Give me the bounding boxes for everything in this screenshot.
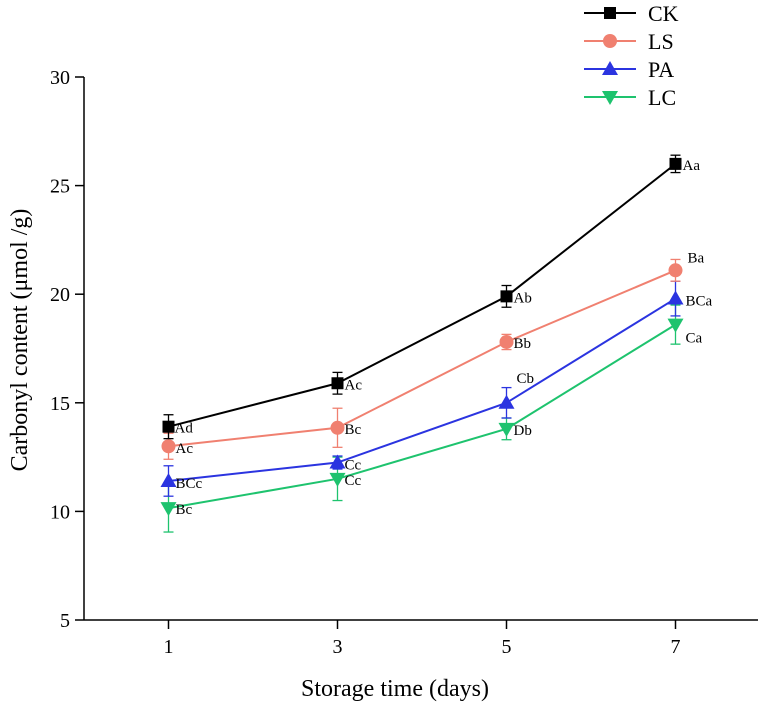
y-tick-label: 20 [50, 284, 70, 306]
data-point-LC [498, 422, 515, 437]
data-label: Cb [517, 371, 535, 387]
legend: CK LS PA LC [584, 1, 679, 110]
series-line-PA [168, 297, 677, 482]
y-tick-label: 5 [60, 610, 70, 632]
x-ticks: 1 3 5 7 [164, 620, 681, 658]
data-point-LC [329, 472, 346, 487]
plot-area: Bc Cc Db Ca BCc Cc Cb BCa Ac Bc Bb Ba Ad Ac Ab Aa [160, 154, 713, 533]
legend-item-CK: CK [584, 1, 679, 26]
data-point-CK [669, 157, 682, 170]
legend-marker [604, 7, 616, 19]
data-label: Ca [686, 331, 703, 347]
data-point-LS [668, 263, 683, 278]
series-line-LS [168, 269, 676, 448]
x-tick-label: 3 [333, 636, 343, 658]
data-label: BCa [686, 294, 713, 310]
y-tick-label: 30 [50, 67, 70, 89]
data-point-LC [160, 502, 177, 517]
x-axis-title: Storage time (days) [301, 676, 489, 702]
legend-marker [603, 34, 617, 48]
data-label: Ad [175, 421, 194, 437]
legend-label: LS [648, 29, 674, 54]
y-tick-label: 25 [50, 176, 70, 198]
axes [83, 77, 758, 621]
x-tick-label: 7 [671, 636, 681, 658]
data-point-LS [499, 334, 514, 349]
data-point-CK [331, 377, 344, 390]
data-label: Ba [688, 250, 705, 266]
legend-item-LS: LS [584, 29, 674, 54]
data-label: Db [514, 423, 532, 439]
data-label: BCc [176, 476, 203, 492]
data-label: Ac [176, 441, 194, 457]
x-tick-label: 1 [164, 636, 174, 658]
data-point-LC [667, 318, 684, 333]
data-label: Bc [176, 502, 193, 518]
y-tick-label: 15 [50, 393, 70, 415]
data-point-LS [330, 420, 345, 435]
data-point-PA [667, 290, 684, 305]
y-axis-title: Carbonyl content (μmol /g) [7, 209, 33, 472]
series-PA: BCc Cc Cb BCa [160, 280, 713, 497]
data-label: Bb [514, 336, 532, 352]
legend-label: CK [648, 1, 679, 26]
y-ticks: 5 10 15 20 25 30 [50, 67, 84, 632]
data-point-PA [329, 454, 346, 469]
legend-item-PA: PA [584, 57, 674, 82]
series-line-CK [168, 163, 677, 428]
data-point-LS [161, 439, 176, 454]
series-line-LC [168, 323, 677, 510]
data-label: Cc [345, 473, 362, 489]
y-tick-label: 10 [50, 501, 70, 523]
series-LS: Ac Bc Bb Ba [161, 250, 705, 460]
legend-label: LC [648, 85, 676, 110]
data-label: Aa [683, 158, 701, 174]
series-LC: Bc Cc Db Ca [160, 304, 703, 533]
data-point-CK [162, 420, 175, 433]
legend-label: PA [648, 57, 674, 82]
data-label: Ab [514, 290, 532, 306]
data-label: Ac [345, 377, 363, 393]
data-point-CK [500, 290, 513, 303]
series-CK: Ad Ac Ab Aa [162, 154, 701, 440]
legend-item-LC: LC [584, 85, 676, 110]
data-label: Cc [345, 458, 362, 474]
legend-marker [602, 61, 618, 75]
legend-marker [602, 91, 618, 105]
x-tick-label: 5 [502, 636, 512, 658]
data-label: Bc [345, 422, 362, 438]
data-point-PA [160, 472, 177, 487]
data-point-PA [498, 394, 515, 409]
